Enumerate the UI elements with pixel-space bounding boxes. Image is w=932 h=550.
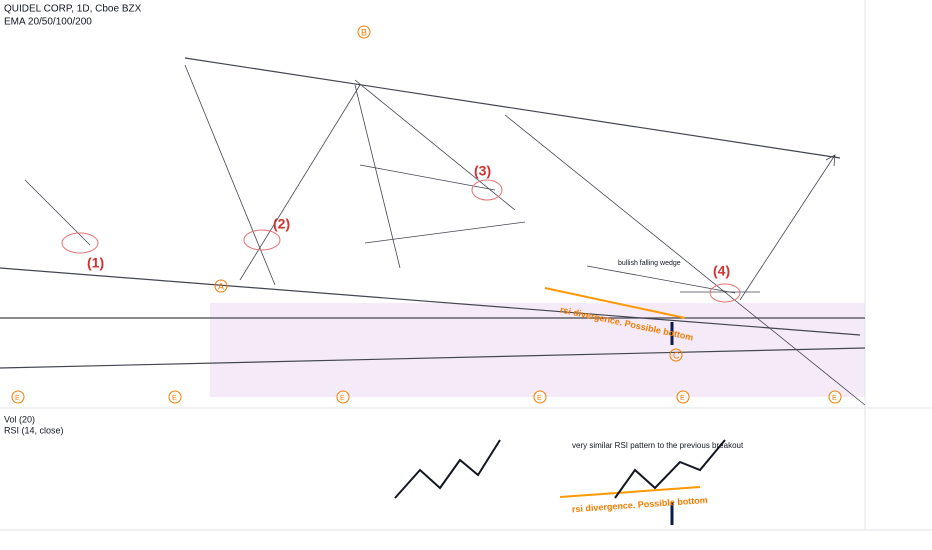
earnings-label: E <box>537 395 542 402</box>
earnings-label: E <box>15 395 20 402</box>
trendline <box>359 164 496 191</box>
channel-bottom <box>0 267 861 336</box>
earnings-circle <box>676 390 690 404</box>
trendline <box>354 84 401 269</box>
trendline <box>184 64 276 286</box>
wave-label: (1) <box>87 255 104 271</box>
earnings-circle <box>828 390 842 404</box>
earnings-circle <box>533 390 547 404</box>
target-arrow <box>739 154 836 301</box>
earnings-label: E <box>680 395 685 402</box>
wave-circle <box>669 348 683 362</box>
highlight <box>471 179 503 201</box>
earnings-label: E <box>172 395 177 402</box>
wedge-line <box>586 265 736 294</box>
trendline <box>504 114 866 406</box>
earnings-circle <box>168 390 182 404</box>
earnings-label: E <box>340 395 345 402</box>
highlight <box>709 283 741 303</box>
annotation: bullish falling wedge <box>618 260 681 267</box>
wave-circle <box>214 279 228 293</box>
wave-label: B <box>361 27 367 37</box>
divergence-line <box>559 486 701 498</box>
highlight <box>61 232 99 254</box>
trendline <box>354 79 516 211</box>
trendlines <box>0 25 866 525</box>
chart-title: QUIDEL CORP, 1D, Cboe BZX <box>4 4 142 15</box>
highlight <box>243 229 281 251</box>
wave-label: (4) <box>713 263 730 279</box>
wave-label: C <box>673 350 680 360</box>
wave-label: A <box>218 281 224 291</box>
wave-circle <box>357 25 371 39</box>
wave-label: (2) <box>273 216 290 232</box>
trendline <box>24 179 91 246</box>
annotation: very similar RSI pattern to the previous… <box>572 441 744 450</box>
volume-title: Vol (20) <box>4 414 35 424</box>
trendline <box>364 221 526 244</box>
earnings-label: E <box>832 395 837 402</box>
support-line <box>0 347 866 369</box>
rsi-pattern <box>394 439 501 499</box>
earnings-circle <box>11 390 25 404</box>
trendline <box>239 84 361 281</box>
rsi-pattern <box>614 439 726 499</box>
rsi-title: RSI (14, close) <box>4 425 64 435</box>
divergence-line <box>544 287 686 319</box>
channel-top <box>184 57 841 159</box>
indicator-label: EMA 20/50/100/200 <box>4 17 92 28</box>
earnings-markers: E E E E E E <box>11 390 842 404</box>
earnings-circle <box>336 390 350 404</box>
wave-label: (3) <box>474 163 491 179</box>
arrow-head <box>825 154 836 167</box>
